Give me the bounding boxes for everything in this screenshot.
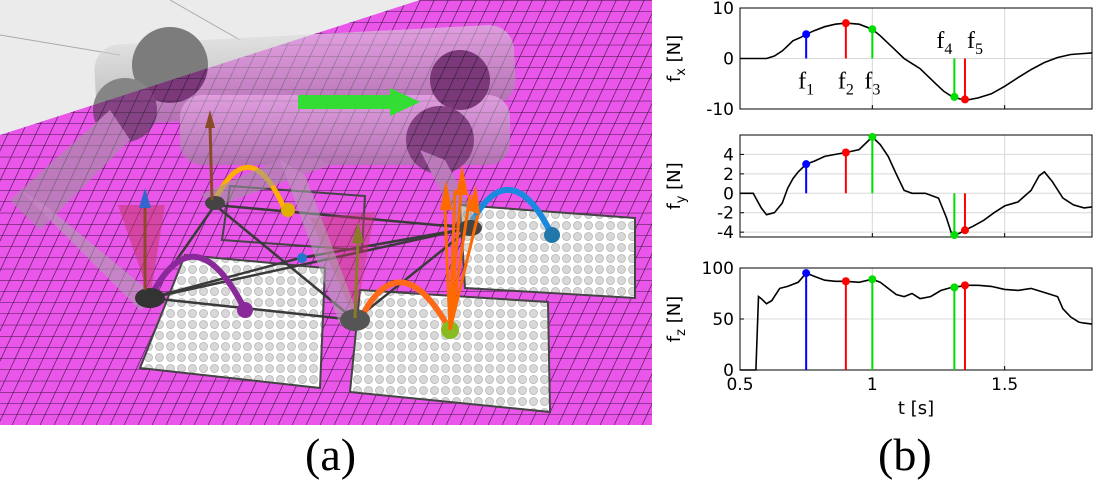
marker-point (841, 277, 850, 286)
x-tick-label: 1 (867, 375, 878, 395)
plot-fx: -10 0 10 fx [N] f1 f2 f3 f4 f5 (664, 0, 1093, 120)
y-axis-label: fy [N] (664, 162, 689, 209)
caption-b: (b) (878, 429, 932, 480)
plot-fz: 0 50 100 0.5 1 1.5 t [s] fz [N] (664, 259, 1093, 419)
marker-point (841, 148, 850, 157)
marker-label: f5 (967, 28, 983, 58)
x-tick-label: 0.5 (726, 375, 753, 395)
series-line (740, 272, 1093, 371)
marker-point (960, 281, 969, 290)
foothold-region-front-right (348, 288, 552, 414)
foothold-region-back-right (458, 203, 636, 300)
y-tick-label: -2 (717, 204, 734, 224)
marker-point (950, 231, 959, 240)
caption-a: (a) (305, 429, 357, 480)
com-sphere (297, 253, 307, 263)
y-axis-label: fx [N] (664, 35, 689, 82)
foot (135, 288, 165, 308)
y-tick-label: 100 (702, 259, 734, 279)
horizon-line (169, 0, 241, 41)
y-tick-label: 4 (723, 145, 734, 165)
marker-point (802, 160, 811, 169)
marker-point (802, 269, 811, 278)
target-sphere (281, 203, 295, 217)
robot-scene-view (0, 0, 652, 425)
foot (340, 309, 370, 331)
marker-label: f3 (864, 69, 880, 99)
marker-point (960, 95, 969, 104)
plot-frame (739, 134, 1093, 238)
marker-point (868, 132, 877, 141)
y-tick-label: 0 (723, 50, 734, 70)
series-line (740, 22, 1093, 101)
x-tick-label: 1.5 (991, 375, 1018, 395)
marker-point (868, 25, 877, 34)
swing-trajectory-purple (147, 254, 248, 312)
marker-point (841, 19, 850, 28)
swing-trajectory-orange (357, 279, 453, 332)
force-arrow (353, 239, 360, 319)
friction-cone (118, 205, 165, 298)
foot (458, 220, 482, 236)
marker-point (868, 275, 877, 284)
marker-label: f1 (798, 69, 814, 99)
marker-label: f4 (936, 28, 952, 58)
y-tick-label: 0 (723, 361, 734, 381)
y-axis-label: fz [N] (664, 296, 689, 342)
force-arrows-front-right (443, 177, 480, 331)
marker-label: f2 (838, 69, 854, 99)
marker-point (950, 283, 959, 292)
quadruped-robot (10, 25, 516, 325)
foot (205, 196, 225, 210)
foothold-region-back-left (220, 184, 367, 252)
marker-point (950, 92, 959, 101)
x-axis-label: t [s] (898, 398, 934, 419)
target-sphere (237, 302, 253, 318)
y-tick-label: 2 (723, 165, 734, 185)
force-arrow (208, 124, 214, 201)
series-line (740, 135, 1093, 236)
marker-point (960, 226, 969, 235)
velocity-arrow (298, 88, 420, 116)
y-tick-label: 0 (723, 184, 734, 204)
y-tick-label: 10 (712, 0, 734, 19)
target-sphere (544, 227, 560, 243)
y-tick-label: 50 (712, 310, 734, 330)
y-tick-label: -4 (717, 223, 734, 243)
marker-point (802, 30, 811, 39)
y-tick-label: -10 (706, 100, 734, 120)
